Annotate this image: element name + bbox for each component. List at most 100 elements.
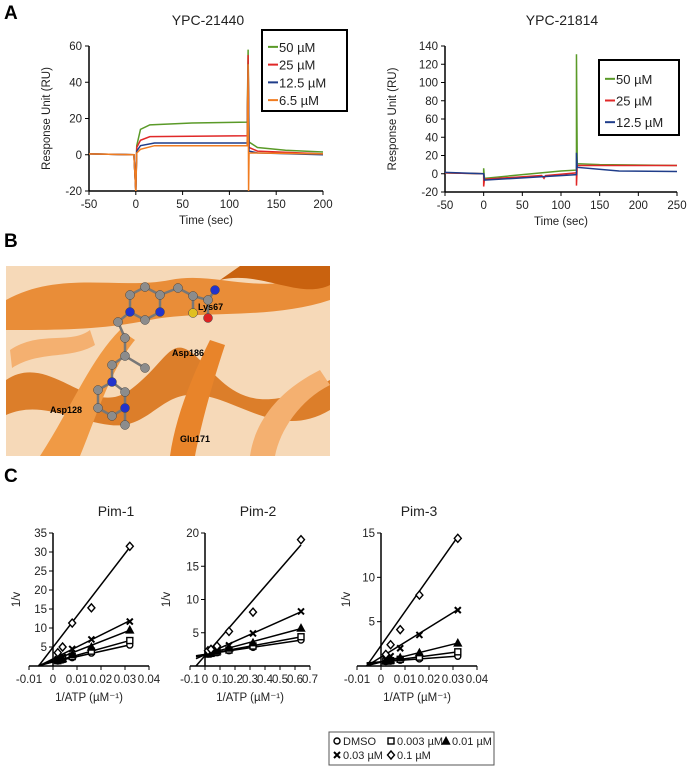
x-tick-label: 100 [220,199,239,211]
data-point-cross [297,607,305,616]
fit-line [38,546,131,667]
x-tick-label: 200 [313,199,332,211]
legend-label: 25 µM [616,94,652,109]
atom [188,291,198,301]
data-point-triangle [86,642,97,651]
y-tick-label: 40 [69,77,82,89]
data-point-diamond [386,749,396,761]
data-point-cross [225,641,233,650]
x-tick-label: 150 [590,200,609,212]
y-tick-label: 20 [186,528,199,540]
panel-label-c: C [4,466,18,487]
data-point-diamond [212,640,222,652]
fit-line [38,639,131,667]
x-tick-label: 100 [551,200,570,212]
data-point-diamond [381,649,391,660]
data-point-cross [454,606,462,614]
y-axis-label: Response Unit (RU) [41,67,53,170]
x-tick-label: 0.03 [442,674,464,686]
atom [140,315,150,325]
chart-title: Pim-3 [401,503,438,519]
atom [140,363,150,373]
y-tick-label: 10 [34,623,47,635]
atom [125,307,135,317]
x-tick-label: -0.1 [180,674,200,686]
residue-label-asp128: Asp128 [50,405,82,415]
x-axis-label: 1/ATP (µM⁻¹) [383,692,451,704]
y-tick-label: 140 [419,41,438,53]
atom [155,307,165,317]
y-tick-label: 20 [34,585,47,597]
fit-line [366,642,458,667]
y-tick-label: 15 [34,604,47,616]
fit-line [38,619,131,667]
y-tick-label: 20 [425,151,438,163]
x-tick-label: 0.01 [394,674,416,686]
y-tick-label: 25 [34,566,47,578]
atom [120,387,130,397]
data-point-triangle [67,649,77,659]
atom [140,282,150,292]
chart-pim-1: Pim-1 1/ATP (µM⁻¹) 1/v -0.01 0 0.01 0.02 0.03 0.… [11,503,161,704]
y-axis-label: 1/v [341,592,353,608]
x-tick-label: 0 [133,199,139,211]
atom [125,290,135,300]
chart-pim-2: Pim-2 1/ATP (µM⁻¹) 1/v -0.1 0 0.1 0.2 0.3 0.4 0.5… [161,503,318,704]
data-point-square [387,737,395,745]
x-tick-label: 0.01 [66,674,88,686]
fit-line [366,609,459,667]
data-point-circle [333,737,341,745]
atom [120,333,130,343]
x-tick-label: 0.6 [287,674,303,686]
data-point-diamond [58,641,68,653]
atom [107,377,117,387]
panel-label-a: A [4,3,18,24]
data-point-square [454,648,462,656]
chart-title: YPC-21814 [526,12,599,28]
legend-label: 0.003 µM [397,736,443,748]
data-point-diamond [414,590,424,601]
data-point-cross [58,653,67,661]
y-tick-label: 120 [419,59,438,71]
atom [93,403,103,413]
x-tick-label: 0.3 [242,674,258,686]
x-tick-label: 0.02 [90,674,112,686]
x-tick-label: 0.1 [212,674,228,686]
data-point-triangle [414,647,425,657]
data-point-diamond [53,647,63,658]
data-point-diamond [125,541,135,552]
y-tick-label: 10 [362,572,375,584]
y-tick-label: 80 [425,96,438,108]
atom [203,313,213,323]
data-point-cross [333,751,341,759]
y-tick-label: 20 [69,114,82,126]
data-point-diamond [453,533,463,544]
data-point-square [126,636,134,645]
legend-label: 50 µM [616,72,652,87]
residue-label-glu171: Glu171 [180,434,210,444]
series-line-3 [88,64,324,192]
x-tick-label: 0.4 [257,674,274,686]
data-point-square [297,633,305,641]
x-tick-label: 0.5 [272,674,288,686]
data-point-diamond [296,534,306,545]
data-point-triangle [248,637,258,647]
y-tick-label: 100 [419,78,438,90]
atom [173,283,183,293]
x-tick-label: 0.03 [114,674,136,686]
data-point-cross [396,644,404,652]
legend-label: 0.1 µM [397,750,431,762]
x-tick-label: 0.02 [418,674,440,686]
chart-title: YPC-21440 [172,12,245,28]
atom [155,290,165,300]
x-tick-label: 0.04 [138,674,161,686]
x-tick-label: 0 [378,674,384,686]
atom [93,385,103,395]
y-axis-label: Response Unit (RU) [387,67,399,170]
data-point-diamond [248,607,258,618]
y-tick-label: 0 [432,169,438,181]
data-point-cross [68,645,76,653]
data-point-triangle [441,736,451,745]
y-tick-label: 30 [34,547,47,559]
